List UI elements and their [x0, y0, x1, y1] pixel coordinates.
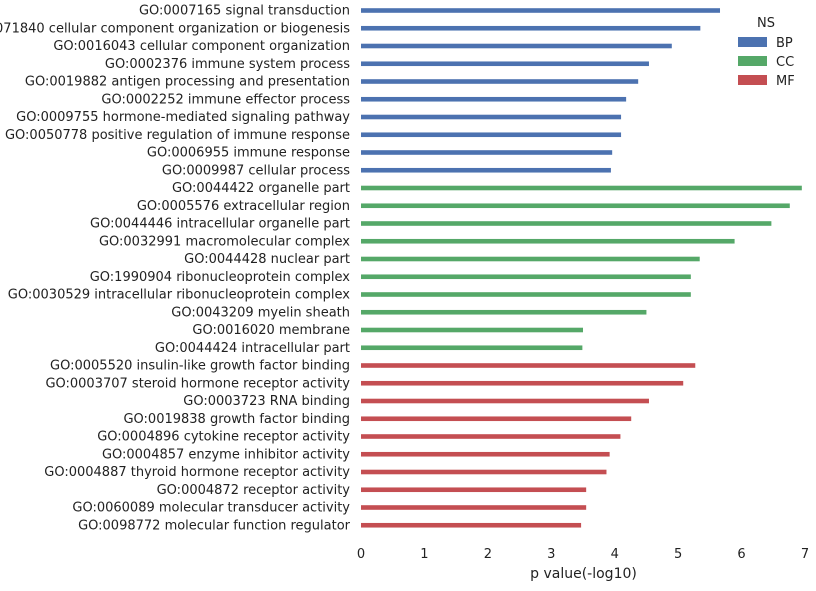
category-label: GO:0009755 hormone-mediated signaling pa…: [16, 110, 350, 125]
legend-swatch-cc: [738, 56, 767, 66]
bar-cc: [361, 292, 691, 297]
x-axis-label: p value(-log10): [530, 566, 637, 582]
category-label: GO:0002252 immune effector process: [101, 92, 350, 107]
bars-layer: [361, 8, 802, 528]
bar-mf: [361, 451, 610, 457]
category-label: GO:0003707 steroid hormone receptor acti…: [45, 376, 350, 391]
legend-label: MF: [776, 74, 795, 89]
category-label: GO:0050778 positive regulation of immune…: [5, 128, 350, 143]
legend-swatch-mf: [738, 75, 767, 85]
bar-mf: [361, 363, 696, 368]
category-label: GO:0043209 myelin sheath: [171, 305, 350, 320]
bar-cc: [361, 185, 802, 191]
category-label: GO:0009987 cellular process: [162, 163, 350, 178]
bar-bp: [361, 167, 611, 173]
category-label: GO:0002376 immune system process: [105, 57, 350, 72]
bar-bp: [361, 61, 649, 67]
bar-bp: [361, 25, 701, 31]
bar-cc: [361, 221, 772, 226]
bar-cc: [361, 327, 583, 333]
bar-mf: [361, 487, 587, 493]
x-axis: 0 1 2 3 4 5 6 7 p value(-log10): [357, 547, 809, 582]
bar-mf: [361, 398, 649, 404]
bar-bp: [361, 8, 721, 13]
bar-cc: [361, 309, 647, 315]
category-label: GO:0019882 antigen processing and presen…: [25, 75, 350, 90]
category-label: GO:0071840 cellular component organizati…: [0, 21, 350, 36]
bar-cc: [361, 203, 790, 209]
category-label: GO:0007165 signal transduction: [139, 4, 350, 19]
legend-label: BP: [776, 36, 793, 51]
bar-cc: [361, 256, 700, 262]
category-label: GO:0019838 growth factor binding: [123, 412, 350, 427]
legend-title: NS: [757, 16, 775, 31]
bar-mf: [361, 380, 684, 386]
bar-cc: [361, 274, 691, 280]
category-label: GO:0032991 macromolecular complex: [99, 234, 350, 249]
category-label: GO:0030529 intracellular ribonucleoprote…: [8, 288, 351, 303]
bar-bp: [361, 114, 622, 120]
x-tick-label: 4: [611, 547, 619, 562]
x-tick-label: 1: [420, 547, 428, 562]
bar-mf: [361, 434, 621, 439]
x-tick-label: 5: [674, 547, 682, 562]
legend-swatch-bp: [738, 37, 767, 47]
category-label: GO:0044422 organelle part: [172, 181, 350, 196]
bar-bp: [361, 96, 627, 102]
bar-cc: [361, 345, 583, 351]
bar-mf: [361, 416, 632, 422]
bar-mf: [361, 505, 587, 510]
category-label: GO:0004857 enzyme inhibitor activity: [102, 447, 350, 462]
category-label: GO:0044424 intracellular part: [155, 341, 350, 356]
category-label: GO:0003723 RNA binding: [183, 394, 350, 409]
bar-bp: [361, 79, 639, 84]
category-label: GO:0005576 extracellular region: [137, 199, 350, 214]
category-label: GO:0098772 molecular function regulator: [78, 518, 351, 533]
category-label: GO:0004896 cytokine receptor activity: [97, 430, 350, 445]
category-label: GO:0044428 nuclear part: [184, 252, 350, 267]
category-label: GO:0006955 immune response: [147, 146, 350, 161]
category-label: GO:0005520 insulin-like growth factor bi…: [50, 359, 350, 374]
category-label: GO:0060089 molecular transducer activity: [72, 501, 350, 516]
legend-label: CC: [776, 55, 794, 70]
category-label: GO:0044446 intracellular organelle part: [90, 217, 350, 232]
category-label: GO:0004872 receptor activity: [157, 483, 351, 498]
bar-bp: [361, 132, 622, 138]
x-tick-label: 6: [737, 547, 745, 562]
bar-cc: [361, 238, 735, 244]
bar-bp: [361, 150, 613, 155]
x-tick-label: 2: [484, 547, 492, 562]
category-labels: GO:0007165 signal transduction GO:0071840…: [0, 4, 351, 534]
bar-bp: [361, 43, 672, 49]
bar-mf: [361, 469, 607, 475]
bar-mf: [361, 522, 582, 528]
category-label: GO:1990904 ribonucleoprotein complex: [90, 270, 351, 285]
category-label: GO:0004887 thyroid hormone receptor acti…: [44, 465, 350, 480]
category-label: GO:0016020 membrane: [192, 323, 350, 338]
category-label: GO:0016043 cellular component organizati…: [53, 39, 350, 54]
x-tick-label: 3: [547, 547, 555, 562]
x-tick-label: 0: [357, 547, 365, 562]
x-tick-label: 7: [801, 547, 809, 562]
